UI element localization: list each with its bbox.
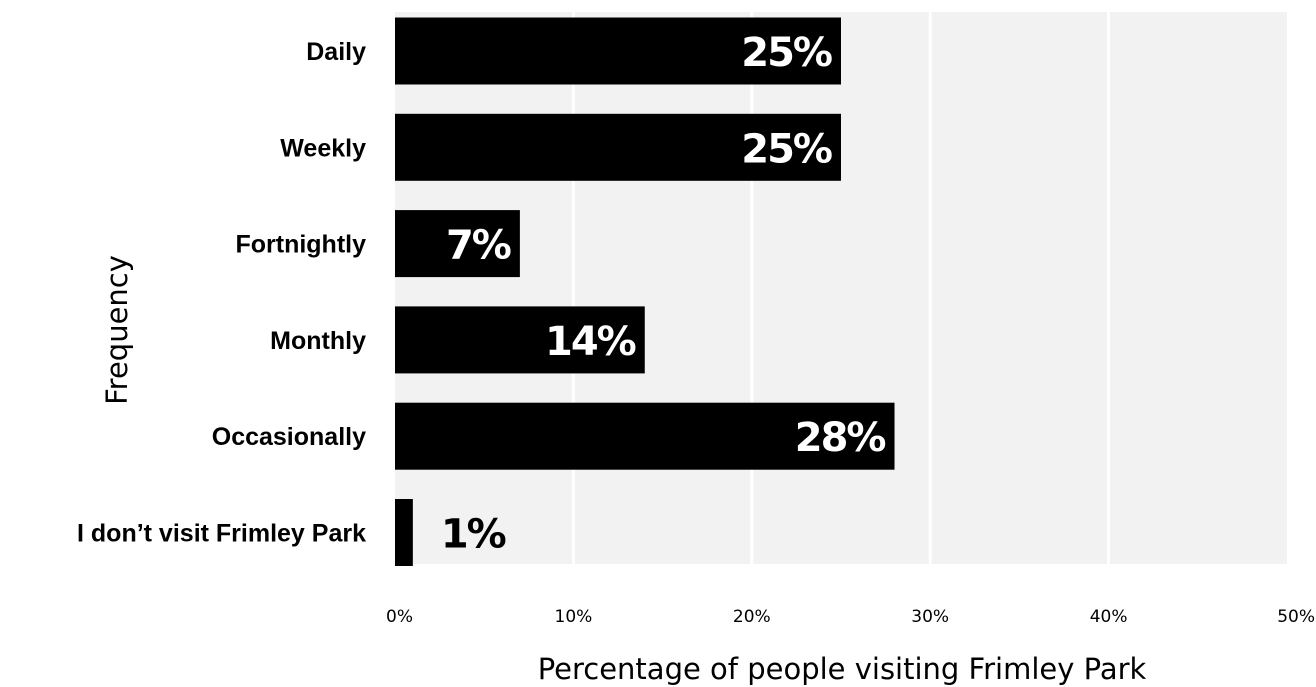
data-label: 1% [441, 512, 506, 558]
x-tick-label: 50% [1277, 607, 1315, 627]
data-label: 28% [795, 415, 886, 461]
plot-panel [395, 12, 1287, 564]
bar [395, 402, 895, 470]
data-label: 7% [446, 223, 511, 269]
data-labels: 25% 25% 7% 14% 28% 1% [441, 30, 888, 558]
category-labels: Daily Weekly Fortnightly Monthly Occasionall… [77, 38, 366, 548]
bar [395, 499, 413, 566]
bar [395, 113, 841, 181]
y-axis-title: Frequency [100, 255, 134, 405]
category-label: Occasionally [212, 423, 366, 451]
x-tick-labels: 0% 10% 20% 30% 40% 50% [386, 607, 1315, 627]
gridlines [571, 12, 1111, 564]
category-label: Fortnightly [235, 231, 366, 259]
data-label: 14% [545, 319, 636, 365]
category-label: Weekly [280, 134, 366, 162]
x-tick-label: 40% [1090, 607, 1128, 627]
data-label: 25% [741, 126, 832, 172]
data-label: 25% [741, 30, 832, 76]
bar [395, 306, 645, 374]
x-tick-label: 30% [911, 607, 949, 627]
bar [395, 210, 520, 278]
category-label: Monthly [270, 327, 366, 355]
bars [395, 17, 895, 566]
category-label: I don’t visit Frimley Park [77, 520, 366, 548]
category-label: Daily [306, 38, 366, 66]
x-axis-title: Percentage of people visiting Frimley Pa… [538, 652, 1147, 686]
x-tick-label: 10% [555, 607, 593, 627]
bar [395, 17, 841, 85]
x-tick-label: 0% [386, 607, 413, 627]
x-tick-label: 20% [733, 607, 771, 627]
